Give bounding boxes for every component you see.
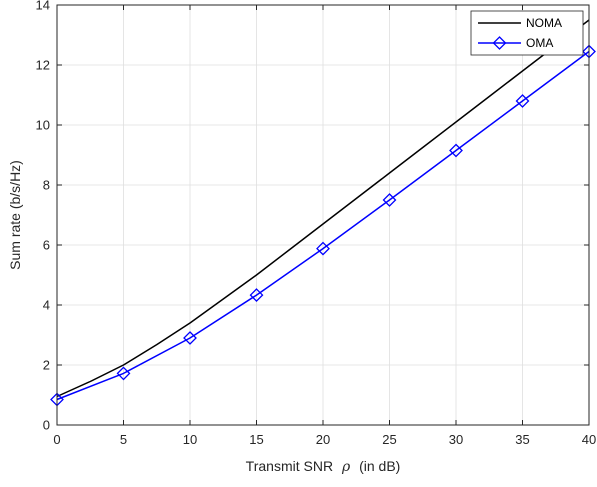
x-axis-label-prefix: Transmit SNR (246, 458, 333, 474)
data-point-oma (316, 241, 330, 256)
data-point-oma (449, 143, 463, 158)
y-tick-label: 2 (43, 358, 50, 373)
data-point-oma (515, 94, 530, 108)
grid-lines (57, 5, 589, 425)
legend-label-noma: NOMA (526, 16, 562, 30)
x-tick-label: 30 (449, 432, 463, 447)
y-tick-label: 4 (43, 298, 50, 313)
data-point-oma (382, 193, 397, 207)
y-tick-label: 12 (36, 58, 50, 73)
ticks: 0 5 10 15 20 25 30 35 40 0 2 4 6 8 10 12 14 (36, 0, 597, 447)
x-tick-label: 35 (515, 432, 529, 447)
series-line-oma (56, 50, 590, 401)
legend-label-oma: OMA (526, 36, 553, 50)
y-tick-label: 10 (36, 118, 50, 133)
x-tick-label: 0 (53, 432, 60, 447)
data-point-oma (183, 331, 197, 345)
y-tick-label: 14 (36, 0, 50, 13)
legend-box (470, 10, 584, 56)
y-tick-label: 0 (43, 418, 50, 433)
data-point-oma (116, 366, 131, 381)
legend: NOMA OMA (470, 10, 584, 56)
x-tick-label: 10 (183, 432, 197, 447)
data-point-oma (249, 288, 264, 303)
x-tick-label: 5 (120, 432, 127, 447)
x-axis-label-symbol: ρ (341, 459, 351, 475)
y-axis-label: Sum rate (b/s/Hz) (7, 160, 23, 270)
series-line-noma (56, 19, 590, 398)
x-tick-label: 40 (582, 432, 596, 447)
x-axis-label: Transmit SNR ρ (in dB) (246, 458, 401, 475)
y-tick-label: 8 (43, 178, 50, 193)
y-tick-label: 6 (43, 238, 50, 253)
x-tick-label: 15 (249, 432, 263, 447)
legend-marker-oma (492, 36, 507, 50)
x-tick-label: 20 (316, 432, 330, 447)
series-layer (50, 19, 596, 407)
x-axis-label-suffix: (in dB) (359, 458, 400, 474)
x-tick-label: 25 (382, 432, 396, 447)
